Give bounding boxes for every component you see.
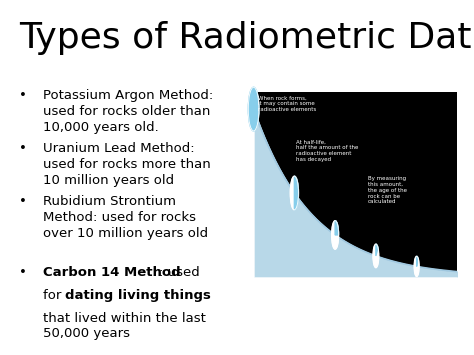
Text: By measuring
this amount,
the age of the
rock can be
calculated: By measuring this amount, the age of the… xyxy=(368,176,407,204)
Text: dating living things: dating living things xyxy=(65,289,211,302)
Text: At half-life,
half the amount of the
radioactive element
has decayed: At half-life, half the amount of the rad… xyxy=(296,139,359,162)
Text: •: • xyxy=(19,89,27,102)
Text: Potassium Argon Method:
used for rocks older than
10,000 years old.: Potassium Argon Method: used for rocks o… xyxy=(43,89,213,134)
Circle shape xyxy=(373,244,379,268)
Text: •: • xyxy=(19,142,27,155)
Text: •: • xyxy=(19,266,27,279)
Circle shape xyxy=(414,256,419,277)
Text: : used: : used xyxy=(159,266,200,279)
Wedge shape xyxy=(294,176,299,210)
Text: Uranium Lead Method:
used for rocks more than
10 million years old: Uranium Lead Method: used for rocks more… xyxy=(43,142,210,187)
Circle shape xyxy=(248,87,259,131)
Circle shape xyxy=(248,87,259,131)
Text: for: for xyxy=(43,289,65,302)
Text: When rock forms,
it may contain some
radioactive elements: When rock forms, it may contain some rad… xyxy=(258,95,317,112)
X-axis label: Time (half-lives): Time (half-lives) xyxy=(328,291,383,297)
Text: Types of Radiometric Dating: Types of Radiometric Dating xyxy=(19,21,474,55)
Text: that lived within the last
50,000 years: that lived within the last 50,000 years xyxy=(43,312,206,340)
Text: Carbon 14 Method: Carbon 14 Method xyxy=(43,266,180,279)
Wedge shape xyxy=(417,256,418,266)
Wedge shape xyxy=(335,221,338,235)
Wedge shape xyxy=(376,244,378,256)
Circle shape xyxy=(290,176,299,210)
Text: Rubidium Strontium
Method: used for rocks
over 10 million years old: Rubidium Strontium Method: used for rock… xyxy=(43,195,208,240)
Circle shape xyxy=(332,221,338,249)
Text: •: • xyxy=(19,195,27,208)
Y-axis label: Radioactive dating: Radioactive dating xyxy=(226,155,231,214)
